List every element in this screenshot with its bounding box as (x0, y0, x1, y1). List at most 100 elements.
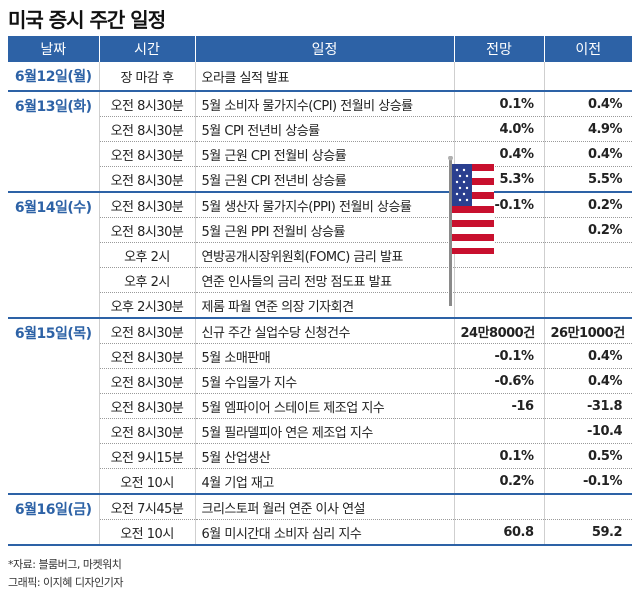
previous-cell (543, 62, 632, 92)
forecast-cell: -0.6% (453, 368, 544, 394)
event-cell: 신규 주간 실업수당 신청건수 (194, 318, 454, 344)
date-cell: 6월15일(목) (8, 318, 99, 495)
time-cell: 오후 2시 (98, 267, 195, 293)
column-header-forecast: 전망 (453, 36, 544, 62)
forecast-cell: 0.2% (453, 468, 544, 495)
table-row: 오전 8시30분 5월 근원 CPI 전월비 상승률 0.4% 0.4% (8, 141, 632, 167)
table-body: 6월12일(월) 장 마감 후 오라클 실적 발표 6월13일(화) 오전 8시30분 5… (8, 62, 632, 546)
table-row: 오전 8시30분 5월 근원 CPI 전년비 상승률 5.3% 5.5% (8, 166, 632, 193)
time-cell: 장 마감 후 (98, 62, 195, 92)
event-cell: 오라클 실적 발표 (194, 62, 454, 92)
event-cell: 5월 근원 CPI 전월비 상승률 (194, 141, 454, 167)
event-cell: 5월 산업생산 (194, 443, 454, 469)
date-cell: 6월12일(월) (8, 62, 99, 92)
event-cell: 5월 생산자 물가지수(PPI) 전월비 상승률 (194, 192, 454, 218)
table-row: 오전 8시30분 5월 소매판매 -0.1% 0.4% (8, 343, 632, 369)
event-cell: 크리스토퍼 월러 연준 이사 연설 (194, 494, 454, 520)
previous-cell: -0.1% (543, 468, 632, 495)
event-cell: 연준 인사들의 금리 전망 점도표 발표 (194, 267, 454, 293)
previous-cell: 0.4% (543, 343, 632, 369)
column-header-date: 날짜 (8, 36, 99, 62)
event-cell: 5월 근원 PPI 전월비 상승률 (194, 217, 454, 243)
event-cell: 5월 수입물가 지수 (194, 368, 454, 394)
previous-cell (543, 292, 632, 319)
event-cell: 5월 소비자 물가지수(CPI) 전월비 상승률 (194, 91, 454, 117)
time-cell: 오전 8시30분 (98, 116, 195, 142)
time-cell: 오전 8시30분 (98, 91, 195, 117)
previous-cell: 0.4% (543, 368, 632, 394)
event-cell: 4월 기업 재고 (194, 468, 454, 495)
previous-cell: 59.2 (543, 519, 632, 546)
time-cell: 오전 8시30분 (98, 192, 195, 218)
time-cell: 오전 7시45분 (98, 494, 195, 520)
table-header-row: 날짜 시간 일정 전망 이전 (8, 36, 632, 62)
schedule-table: 날짜 시간 일정 전망 이전 6월12일(월) 장 마감 후 오라클 실적 발표 6월… (8, 36, 632, 546)
forecast-cell: 60.8 (453, 519, 544, 546)
time-cell: 오전 8시30분 (98, 166, 195, 193)
previous-cell: -10.4 (543, 418, 632, 444)
previous-cell: 0.2% (543, 192, 632, 218)
table-row: 오전 9시15분 5월 산업생산 0.1% 0.5% (8, 443, 632, 469)
previous-cell: -31.8 (543, 393, 632, 419)
table-row: 오전 10시 4월 기업 재고 0.2% -0.1% (8, 468, 632, 495)
date-cell: 6월16일(금) (8, 494, 99, 546)
forecast-cell: 0.1% (453, 443, 544, 469)
event-cell: 연방공개시장위원회(FOMC) 금리 발표 (194, 242, 454, 268)
page-title: 미국 증시 주간 일정 (8, 8, 166, 32)
time-cell: 오전 8시30분 (98, 418, 195, 444)
time-cell: 오전 10시 (98, 468, 195, 495)
time-cell: 오전 8시30분 (98, 368, 195, 394)
time-cell: 오전 8시30분 (98, 393, 195, 419)
table-row: 오후 2시 연방공개시장위원회(FOMC) 금리 발표 (8, 242, 632, 268)
event-cell: 제롬 파월 연준 의장 기자회견 (194, 292, 454, 319)
forecast-cell (453, 292, 544, 319)
time-cell: 오후 2시30분 (98, 292, 195, 319)
event-cell: 5월 CPI 전년비 상승률 (194, 116, 454, 142)
time-cell: 오후 2시 (98, 242, 195, 268)
table-row: 오전 8시30분 5월 필라델피아 연은 제조업 지수 -10.4 (8, 418, 632, 444)
table-row: 6월14일(수) 오전 8시30분 5월 생산자 물가지수(PPI) 전월비 상승률… (8, 192, 632, 319)
table-row: 오후 2시30분 제롬 파월 연준 의장 기자회견 (8, 292, 632, 319)
table-row: 오전 10시 6월 미시간대 소비자 심리 지수 60.8 59.2 (8, 519, 632, 546)
time-cell: 오전 8시30분 (98, 141, 195, 167)
credit-line: 그래픽: 이지혜 디자인기자 (8, 576, 124, 589)
table-row: 오전 8시30분 5월 CPI 전년비 상승률 4.0% 4.9% (8, 116, 632, 142)
forecast-cell: -16 (453, 393, 544, 419)
table-row: 오후 2시 연준 인사들의 금리 전망 점도표 발표 (8, 267, 632, 293)
previous-cell (543, 267, 632, 293)
table-row: 오전 8시30분 5월 엠파이어 스테이트 제조업 지수 -16 -31.8 (8, 393, 632, 419)
forecast-cell (453, 494, 544, 520)
forecast-cell: 24만8000건 (453, 318, 544, 344)
time-cell: 오전 8시30분 (98, 217, 195, 243)
table-row: 오전 8시30분 5월 근원 PPI 전월비 상승률 0.2% (8, 217, 632, 243)
forecast-cell (453, 62, 544, 92)
time-cell: 오전 8시30분 (98, 318, 195, 344)
table-row: 6월13일(화) 오전 8시30분 5월 소비자 물가지수(CPI) 전월비 상승률… (8, 91, 632, 193)
column-header-event: 일정 (194, 36, 454, 62)
event-cell: 5월 소매판매 (194, 343, 454, 369)
source-note: *자료: 블룸버그, 마켓워치 그래픽: 이지혜 디자인기자 (8, 556, 124, 592)
previous-cell: 0.2% (543, 217, 632, 243)
time-cell: 오전 10시 (98, 519, 195, 546)
previous-cell: 0.4% (543, 91, 632, 117)
table-row: 6월16일(금) 오전 7시45분 크리스토퍼 월러 연준 이사 연설 (8, 494, 632, 546)
event-cell: 5월 근원 CPI 전년비 상승률 (194, 166, 454, 193)
event-cell: 5월 필라델피아 연은 제조업 지수 (194, 418, 454, 444)
previous-cell: 0.4% (543, 141, 632, 167)
forecast-cell: 0.1% (453, 91, 544, 117)
forecast-cell: 4.0% (453, 116, 544, 142)
table-row: 오전 8시30분 5월 수입물가 지수 -0.6% 0.4% (8, 368, 632, 394)
forecast-cell: 0.4% (453, 141, 544, 167)
event-cell: 6월 미시간대 소비자 심리 지수 (194, 519, 454, 546)
forecast-cell: -0.1% (453, 343, 544, 369)
source-line: *자료: 블룸버그, 마켓워치 (8, 558, 122, 571)
date-cell: 6월14일(수) (8, 192, 99, 319)
forecast-cell (453, 418, 544, 444)
time-cell: 오전 9시15분 (98, 443, 195, 469)
table-row: 6월15일(목) 오전 8시30분 신규 주간 실업수당 신청건수 24만8000건 2… (8, 318, 632, 495)
table-row: 6월12일(월) 장 마감 후 오라클 실적 발표 (8, 62, 632, 92)
previous-cell: 5.5% (543, 166, 632, 193)
previous-cell (543, 242, 632, 268)
previous-cell: 4.9% (543, 116, 632, 142)
us-flag-icon (448, 156, 494, 306)
